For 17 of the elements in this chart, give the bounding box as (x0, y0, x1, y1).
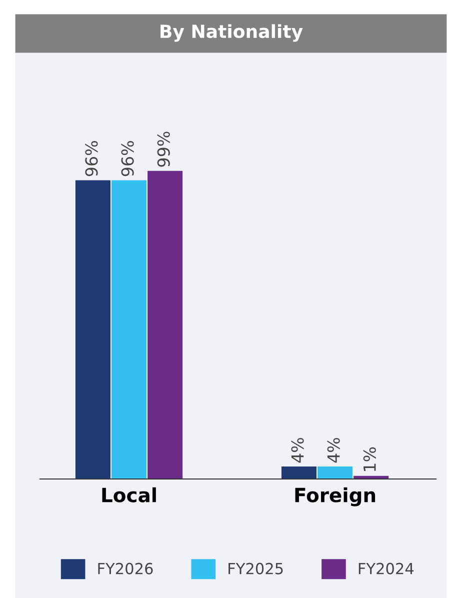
legend-label: FY2026 (98, 562, 153, 574)
data-label: 99% (157, 132, 170, 167)
data-label: 96% (121, 141, 134, 176)
data-label: 1% (363, 447, 376, 471)
legend-label: FY2025 (228, 562, 283, 574)
bar (148, 170, 183, 479)
bar (281, 466, 316, 479)
bar (75, 180, 110, 479)
data-label: 96% (85, 141, 98, 176)
bar (111, 180, 147, 479)
chart-title: By Nationality (160, 24, 303, 42)
x-tick-label: Foreign (295, 487, 376, 506)
data-label: 4% (327, 438, 340, 463)
legend-label: FY2024 (358, 562, 414, 574)
bar (318, 466, 353, 479)
x-tick-label: Local (102, 487, 156, 502)
data-label: 4% (291, 438, 304, 463)
